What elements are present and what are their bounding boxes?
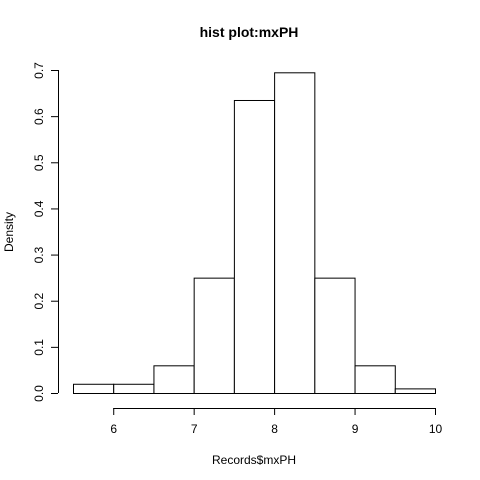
histogram-bar-3 (193, 277, 235, 394)
histogram-bar-0 (73, 383, 115, 394)
x-axis: 6 7 8 9 10 (110, 408, 442, 436)
y-axis-label: Density (2, 212, 16, 252)
bars-group (73, 72, 436, 395)
histogram-bar-1 (113, 383, 155, 394)
y-tick-label-7: 0.7 (32, 62, 46, 79)
chart-title: hist plot:mxPH (200, 24, 299, 40)
histogram-bar-5 (274, 72, 316, 395)
x-tick-label-0: 6 (110, 422, 117, 436)
y-tick-label-5: 0.5 (32, 154, 46, 171)
x-tick-label-2: 8 (271, 422, 278, 436)
x-tick-label-3: 9 (352, 422, 359, 436)
histogram-bar-8 (394, 388, 436, 394)
y-tick-label-2: 0.2 (32, 293, 46, 310)
x-tick-label-1: 7 (191, 422, 198, 436)
histogram-bar-4 (233, 99, 276, 394)
y-tick-label-0: 0.0 (32, 385, 46, 402)
y-tick-label-3: 0.3 (32, 246, 46, 263)
y-tick-label-1: 0.1 (32, 339, 46, 356)
histogram-bar-2 (153, 365, 195, 395)
y-tick-label-6: 0.6 (32, 108, 46, 125)
histogram-bar-7 (354, 365, 396, 395)
x-tick-label-4: 10 (429, 422, 443, 436)
y-tick-label-4: 0.4 (32, 200, 46, 217)
histogram-bar-6 (314, 277, 356, 394)
y-axis: 0.0 0.1 0.2 0.3 0.4 0.5 0.6 0.7 (32, 62, 59, 402)
x-axis-label: Records$mxPH (212, 453, 296, 467)
